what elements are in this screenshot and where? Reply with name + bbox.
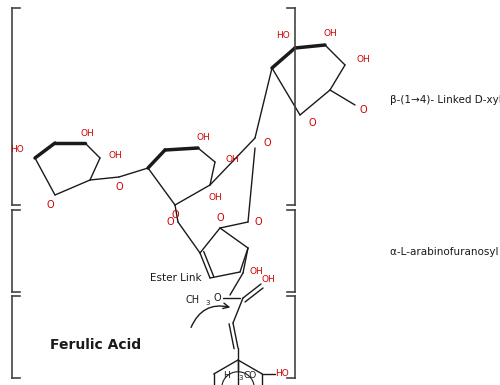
Text: O: O	[216, 213, 224, 223]
Text: O: O	[308, 118, 316, 128]
Text: OH: OH	[208, 192, 222, 201]
Text: O: O	[213, 293, 221, 303]
Text: O: O	[171, 210, 179, 220]
Text: OH: OH	[225, 156, 239, 164]
Text: OH: OH	[196, 134, 210, 142]
Text: β-(1→4)- Linked D-xylopyranosyl units: β-(1→4)- Linked D-xylopyranosyl units	[390, 95, 500, 105]
Text: OH: OH	[261, 276, 275, 285]
Text: O: O	[46, 200, 54, 210]
Text: O: O	[115, 182, 123, 192]
Text: CO: CO	[244, 370, 256, 380]
Text: OH: OH	[323, 28, 337, 37]
Text: HO: HO	[10, 146, 24, 154]
Text: 3: 3	[239, 375, 243, 381]
Text: OH: OH	[249, 268, 263, 276]
Text: OH: OH	[108, 152, 122, 161]
Text: CH: CH	[186, 295, 200, 305]
Text: O: O	[254, 217, 262, 227]
Text: α-L-arabinofuranosyl substituents: α-L-arabinofuranosyl substituents	[390, 247, 500, 257]
Text: Ferulic Acid: Ferulic Acid	[50, 338, 141, 352]
Text: OH: OH	[80, 129, 94, 137]
Text: OH: OH	[356, 55, 370, 65]
Text: Ester Link: Ester Link	[150, 273, 202, 283]
Text: O: O	[166, 217, 174, 227]
Text: HO: HO	[276, 370, 289, 378]
Text: HO: HO	[276, 32, 290, 40]
Text: H: H	[223, 370, 230, 380]
Text: 3: 3	[206, 300, 210, 306]
Text: O: O	[263, 138, 271, 148]
Text: O: O	[359, 105, 367, 115]
